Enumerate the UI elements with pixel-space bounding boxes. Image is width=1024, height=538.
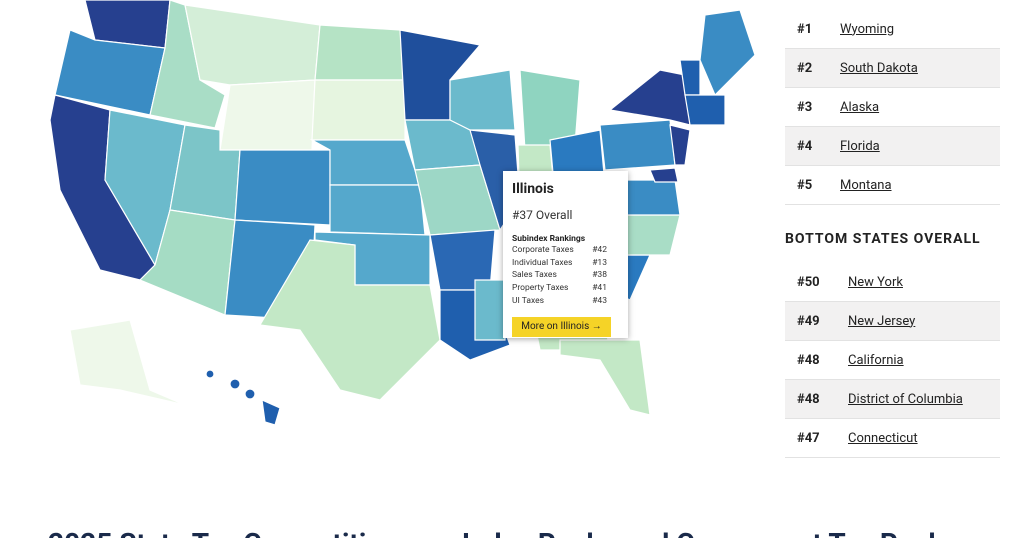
state[interactable] (205, 369, 215, 379)
tooltip-row: Corporate Taxes #42 (512, 244, 619, 257)
state[interactable] (608, 69, 691, 126)
tooltip-row: UI Taxes #43 (512, 295, 619, 308)
state[interactable] (229, 378, 241, 390)
state[interactable] (684, 94, 726, 126)
rank-row: #2 South Dakota (785, 49, 1000, 88)
rank: #47 (797, 430, 820, 446)
rank: #4 (797, 138, 813, 154)
state[interactable] (669, 124, 691, 166)
state[interactable] (244, 388, 256, 400)
state-link[interactable]: New York (848, 274, 903, 290)
rank: #48 (797, 391, 820, 407)
us-map (49, 0, 756, 426)
bottom-heading: BOTTOM STATES OVERALL (785, 231, 981, 247)
state[interactable] (219, 79, 316, 151)
state[interactable] (69, 319, 186, 406)
section-title: 2025 State Tax Competitiveness Index Ran… (48, 527, 958, 538)
state[interactable] (261, 399, 281, 426)
state-link[interactable]: Connecticut (848, 430, 918, 446)
tooltip-title: Illinois (512, 181, 554, 197)
state-link[interactable]: California (848, 352, 904, 368)
tooltip-row: Individual Taxes #13 (512, 257, 619, 270)
tooltip: Illinois #37 Overall Subindex Rankings C… (503, 171, 628, 338)
rank-row: #48 California (785, 341, 1000, 380)
state[interactable] (314, 24, 406, 81)
subindex-rank: #43 (592, 295, 607, 306)
more-button[interactable]: More on Illinois → (512, 316, 611, 337)
rank: #48 (797, 352, 820, 368)
states (49, 0, 756, 426)
subindex-label: Corporate Taxes (512, 245, 574, 255)
state[interactable] (449, 69, 516, 131)
state-link[interactable]: District of Columbia (848, 391, 963, 407)
subindex-label: Property Taxes (512, 283, 569, 294)
bottom-list: #50 New York #49 New Jersey #48 California #48… (785, 263, 1000, 458)
rank-row: #5 Montana (785, 166, 1000, 205)
tooltip-subtitle: Subindex Rankings (512, 234, 586, 244)
tooltip-rows: Corporate Taxes #42 Individual Taxes #13 Sal… (512, 244, 619, 308)
subindex-rank: #42 (592, 245, 607, 255)
state[interactable] (559, 339, 651, 416)
state[interactable] (474, 279, 506, 341)
subindex-rank: #41 (592, 283, 607, 294)
rank: #49 (797, 313, 820, 329)
top-list: #1 Wyoming #2 South Dakota #3 Alaska #4 Florida… (785, 10, 1000, 205)
rank-row: #47 Connecticut (785, 419, 1000, 458)
state[interactable] (138, 209, 236, 316)
subindex-label: Individual Taxes (512, 257, 573, 268)
subindex-rank: #13 (592, 257, 607, 268)
state[interactable] (259, 239, 441, 401)
state[interactable] (311, 79, 406, 141)
rank: #50 (797, 274, 820, 290)
rank: #2 (797, 60, 813, 76)
state-link[interactable]: Wyoming (840, 21, 895, 37)
state[interactable] (329, 184, 426, 236)
state[interactable] (184, 4, 321, 86)
state[interactable] (699, 9, 756, 97)
rank: #3 (797, 99, 813, 115)
state[interactable] (649, 167, 679, 183)
rank-row: #3 Alaska (785, 88, 1000, 127)
subindex-rank: #38 (592, 270, 607, 281)
state[interactable] (599, 119, 676, 171)
rank: #5 (797, 177, 813, 193)
tooltip-overall: #37 Overall (512, 208, 573, 222)
subindex-label: UI Taxes (512, 295, 545, 306)
state-link[interactable]: Florida (840, 138, 880, 154)
rank-row: #4 Florida (785, 127, 1000, 166)
rank: #1 (797, 21, 813, 37)
state-link[interactable]: New Jersey (848, 313, 916, 329)
state-link[interactable]: Montana (840, 177, 892, 193)
rank-row: #49 New Jersey (785, 302, 1000, 341)
tooltip-row: Sales Taxes #38 (512, 269, 619, 282)
rank-row: #1 Wyoming (785, 10, 1000, 49)
state[interactable] (234, 149, 331, 226)
state-link[interactable]: South Dakota (840, 60, 918, 76)
state-link[interactable]: Alaska (840, 99, 880, 115)
subindex-label: Sales Taxes (512, 270, 557, 281)
rank-row: #48 District of Columbia (785, 380, 1000, 419)
tooltip-row: Property Taxes #41 (512, 282, 619, 295)
rank-row: #50 New York (785, 263, 1000, 302)
